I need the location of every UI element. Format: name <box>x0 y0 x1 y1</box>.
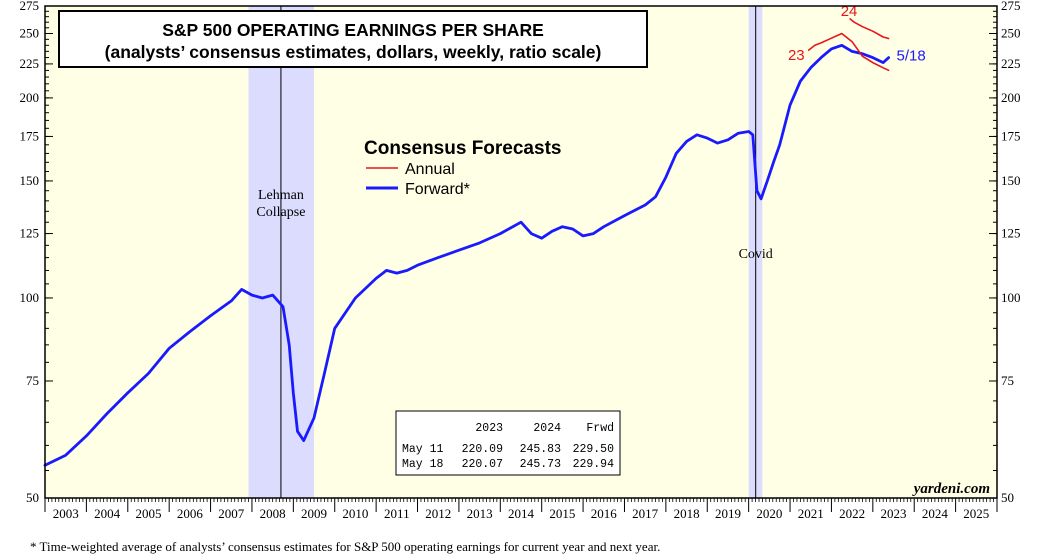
y-tick-label-right-175: 175 <box>1001 128 1021 143</box>
x-tick-label-2014: 2014 <box>508 506 535 521</box>
x-tick-label-2020: 2020 <box>756 506 782 521</box>
x-tick-label-2010: 2010 <box>342 506 368 521</box>
series-lines: 23 24 5/18 <box>43 3 926 467</box>
y-axis-right: 50 75 100 125 150 175 200 225 250 275 <box>989 0 1021 505</box>
series-annual-line-2 <box>849 18 890 40</box>
x-tick-label-2011: 2011 <box>384 506 410 521</box>
y-tick-label-left-125: 125 <box>20 226 40 241</box>
table-row2-2023: 220.07 <box>462 458 503 471</box>
series-annual-line-1 <box>807 32 890 72</box>
data-table: 2023 2024 Frwd May 11 220.09 245.83 229.… <box>402 422 614 471</box>
x-tick-label-2018: 2018 <box>674 506 700 521</box>
annotations: Lehman Collapse Covid <box>256 6 773 498</box>
x-tick-label-2017: 2017 <box>632 506 659 521</box>
y-tick-label-left-250: 250 <box>20 26 40 41</box>
y-tick-label-right-200: 200 <box>1001 90 1021 105</box>
x-tick-label-2019: 2019 <box>715 506 741 521</box>
watermark: yardeni.com <box>912 481 990 497</box>
legend-annual-label: Annual <box>405 161 455 178</box>
x-tick-label-2024: 2024 <box>922 506 949 521</box>
y-tick-label-left-275: 275 <box>20 0 40 13</box>
data-table-box <box>395 410 621 476</box>
x-tick-label-2006: 2006 <box>177 506 204 521</box>
x-tick-label-2008: 2008 <box>260 506 286 521</box>
y-tick-label-left-175: 175 <box>20 128 40 143</box>
label-annual-23: 23 <box>788 47 805 64</box>
y-tick-label-right-75: 75 <box>1001 373 1014 388</box>
table-row2-2024: 245.73 <box>520 458 562 471</box>
x-tick-label-2009: 2009 <box>301 506 327 521</box>
x-tick-label-2003: 2003 <box>53 506 79 521</box>
y-tick-label-right-150: 150 <box>1001 173 1021 188</box>
x-tick-label-2022: 2022 <box>839 506 865 521</box>
table-row1-2024: 245.83 <box>520 443 562 456</box>
y-tick-label-right-50: 50 <box>1001 490 1014 505</box>
table-row1-frwd: 229.50 <box>573 443 615 456</box>
label-forward-latest: 5/18 <box>897 48 926 65</box>
label-annual-24: 24 <box>841 3 858 20</box>
x-tick-label-2007: 2007 <box>218 506 245 521</box>
chart-title-box: S&P 500 OPERATING EARNINGS PER SHARE (an… <box>58 10 648 68</box>
x-tick-label-2025: 2025 <box>963 506 989 521</box>
chart-title: S&P 500 OPERATING EARNINGS PER SHARE <box>162 20 544 40</box>
table-row1-date: May 11 <box>402 443 444 456</box>
table-row2-date: May 18 <box>402 458 444 471</box>
chart-subtitle: (analysts’ consensus estimates, dollars,… <box>104 42 602 62</box>
legend-forward-label: Forward* <box>405 181 470 198</box>
x-tick-label-2004: 2004 <box>94 506 121 521</box>
covid-label: Covid <box>739 247 773 262</box>
x-tick-label-2013: 2013 <box>467 506 493 521</box>
y-tick-label-left-150: 150 <box>20 173 40 188</box>
table-header-2024: 2024 <box>533 422 561 435</box>
x-tick-label-2015: 2015 <box>549 506 575 521</box>
y-tick-label-left-200: 200 <box>20 90 40 105</box>
y-tick-label-left-50: 50 <box>26 490 39 505</box>
y-tick-label-right-100: 100 <box>1001 290 1021 305</box>
x-tick-label-2005: 2005 <box>135 506 161 521</box>
x-tick-label-2023: 2023 <box>881 506 907 521</box>
table-header-2023: 2023 <box>475 422 503 435</box>
x-tick-label-2021: 2021 <box>798 506 824 521</box>
y-tick-label-left-100: 100 <box>20 290 40 305</box>
footnote: * Time-weighted average of analysts’ con… <box>30 539 661 554</box>
table-row2-frwd: 229.94 <box>573 458 615 471</box>
y-tick-label-right-250: 250 <box>1001 26 1021 41</box>
table-header-frwd: Frwd <box>586 422 614 435</box>
legend-title: Consensus Forecasts <box>364 138 561 159</box>
x-tick-label-2016: 2016 <box>591 506 618 521</box>
table-row1-2023: 220.09 <box>462 443 504 456</box>
series-forward-line <box>43 43 890 467</box>
y-tick-label-left-225: 225 <box>20 56 40 71</box>
y-tick-label-right-225: 225 <box>1001 56 1021 71</box>
x-tick-label-2012: 2012 <box>425 506 451 521</box>
lehman-label-line1: Lehman <box>258 188 304 203</box>
y-axis-left: 50 75 100 125 150 175 200 225 250 275 <box>20 0 53 505</box>
y-tick-label-right-275: 275 <box>1001 0 1021 13</box>
lehman-label-line2: Collapse <box>256 205 305 220</box>
x-axis: 2003 2004 2005 2006 2007 2008 2009 2010 2011 2012… <box>44 498 998 521</box>
y-tick-label-right-125: 125 <box>1001 226 1021 241</box>
y-tick-label-left-75: 75 <box>26 373 39 388</box>
